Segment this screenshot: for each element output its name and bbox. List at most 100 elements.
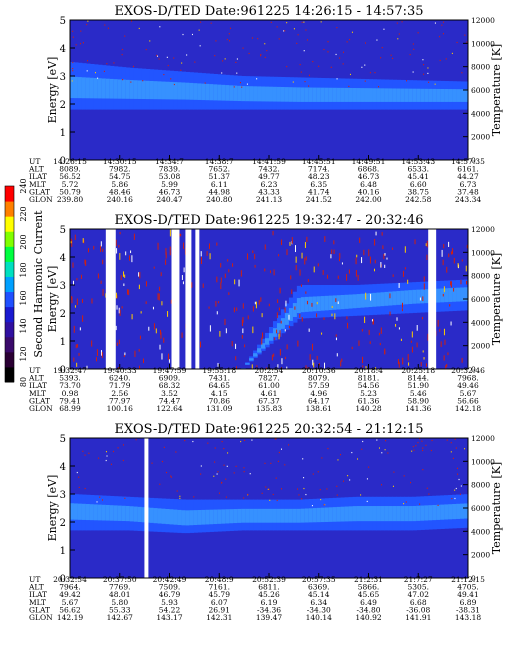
noise-speck xyxy=(265,367,267,369)
band-core-segment xyxy=(344,506,350,522)
noise-speck xyxy=(302,458,304,460)
band-core-segment xyxy=(360,293,366,308)
table-cell: 73.70 xyxy=(59,381,81,390)
noise-speck xyxy=(264,43,266,45)
table-cell: 5.86 xyxy=(111,180,128,189)
noise-speck xyxy=(389,293,391,299)
noise-speck xyxy=(254,264,256,268)
band-core-segment xyxy=(70,76,75,99)
noise-speck xyxy=(216,242,218,246)
noise-speck xyxy=(318,363,320,366)
band-core-segment xyxy=(392,291,397,306)
noise-speck xyxy=(133,65,135,68)
band-core-segment xyxy=(105,78,111,99)
band-core-segment xyxy=(404,290,409,305)
band-core-segment xyxy=(424,505,429,521)
table-cell: 6.34 xyxy=(310,598,327,607)
noise-speck xyxy=(291,289,293,295)
band-core-segment xyxy=(272,86,278,102)
noise-speck xyxy=(365,292,367,300)
band-core-segment xyxy=(197,510,202,525)
noise-speck xyxy=(454,497,456,500)
table-cell: 37.48 xyxy=(457,187,479,196)
y2-tick-label: 6000 xyxy=(471,295,490,304)
table-cell: 7769. xyxy=(109,583,130,592)
noise-speck xyxy=(283,30,285,32)
noise-speck xyxy=(447,352,449,356)
noise-speck xyxy=(286,366,288,369)
table-cell: 8181. xyxy=(358,374,379,383)
band-core-segment xyxy=(356,88,362,102)
table-cell: 4705. xyxy=(457,583,478,592)
noise-speck xyxy=(228,292,230,295)
table-cell: 14:41:59 xyxy=(252,157,286,166)
noise-speck xyxy=(330,66,332,68)
table-cell: 45.14 xyxy=(308,590,330,599)
table-cell: 141.36 xyxy=(405,404,431,413)
y2-tick-label: 10000 xyxy=(471,39,495,48)
noise-speck xyxy=(244,439,246,442)
noise-speck xyxy=(401,21,403,23)
noise-speck xyxy=(265,486,267,488)
noise-speck xyxy=(276,499,278,502)
band-core-segment xyxy=(368,506,374,522)
band-core-segment xyxy=(245,86,250,102)
band-core-segment xyxy=(288,308,294,321)
noise-speck xyxy=(401,308,403,312)
band-core-segment xyxy=(221,509,226,524)
band-core-segment xyxy=(336,506,342,522)
noise-speck xyxy=(216,311,218,315)
noise-speck xyxy=(72,280,74,285)
band-core-segment xyxy=(328,295,334,311)
noise-speck xyxy=(347,322,349,329)
band-core-segment xyxy=(396,88,401,102)
table-cell: 8089. xyxy=(59,165,80,174)
noise-speck xyxy=(295,265,297,271)
noise-speck xyxy=(254,253,256,260)
band-core-segment xyxy=(304,87,310,102)
table-cell: 140.92 xyxy=(355,613,381,622)
noise-speck xyxy=(225,328,227,334)
noise-speck xyxy=(301,252,303,259)
noise-speck xyxy=(374,239,376,246)
band-core-segment xyxy=(93,78,99,99)
table-cell: 46.73 xyxy=(358,172,380,181)
noise-speck xyxy=(380,57,382,59)
noise-speck xyxy=(165,259,167,265)
noise-speck xyxy=(327,41,329,43)
y2-tick-label: 8000 xyxy=(471,481,490,490)
noise-speck xyxy=(173,83,175,86)
y2-tick-label: 2000 xyxy=(471,133,490,142)
noise-speck xyxy=(257,38,259,40)
noise-speck xyxy=(233,307,235,313)
noise-speck xyxy=(459,493,461,495)
noise-speck xyxy=(96,501,98,503)
noise-speck xyxy=(80,274,82,280)
band-core-segment xyxy=(416,289,421,304)
y2-tick-label: 0 xyxy=(471,574,476,583)
noise-speck xyxy=(247,493,249,496)
table-cell: -38.31 xyxy=(456,605,480,614)
noise-speck xyxy=(78,476,80,478)
band-core-segment xyxy=(344,294,350,309)
table-cell: 5866. xyxy=(358,583,379,592)
band-core-segment xyxy=(416,505,421,521)
table-cell: 7827. xyxy=(258,374,279,383)
table-cell: 5.23 xyxy=(360,389,377,398)
noise-speck xyxy=(251,364,253,369)
band-core-segment xyxy=(125,505,131,522)
noise-speck xyxy=(296,42,298,45)
table-cell: 54.22 xyxy=(159,605,181,614)
band-core-segment xyxy=(324,507,330,522)
noise-speck xyxy=(295,245,297,253)
noise-speck xyxy=(184,439,186,442)
band-core-segment xyxy=(460,503,465,519)
table-cell: 6161. xyxy=(457,165,478,174)
noise-speck xyxy=(363,249,365,256)
table-cell: 48.46 xyxy=(109,187,131,196)
noise-speck xyxy=(153,323,155,330)
table-cell: 57.59 xyxy=(308,381,330,390)
noise-speck xyxy=(323,317,325,320)
noise-speck xyxy=(407,353,409,361)
band-core-segment xyxy=(464,287,468,302)
